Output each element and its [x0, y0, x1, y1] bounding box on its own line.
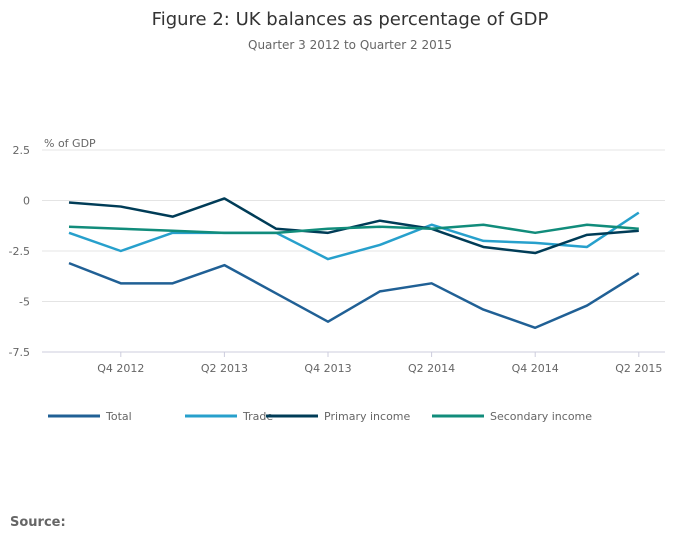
series-line-secondary-income: [68, 223, 639, 235]
y-tick-label: 0: [23, 195, 30, 208]
chart-subtitle: Quarter 3 2012 to Quarter 2 2015: [248, 38, 452, 52]
x-tick-label: Q2 2013: [201, 362, 248, 375]
y-tick-label: 2.5: [13, 144, 31, 157]
y-tick-label: -7.5: [9, 346, 30, 359]
legend-label: Trade: [242, 410, 273, 423]
y-tick-label: -2.5: [9, 245, 30, 258]
series-line-trade: [68, 211, 640, 261]
series-line-total: [68, 261, 640, 330]
legend-item[interactable]: Secondary income: [432, 410, 592, 423]
legend-label: Total: [105, 410, 132, 423]
x-tick-label: Q4 2012: [97, 362, 144, 375]
source-label: Source:: [10, 515, 66, 530]
legend-item[interactable]: Primary income: [266, 410, 411, 423]
x-tick-label: Q2 2014: [408, 362, 455, 375]
y-tick-label: -5: [19, 296, 30, 309]
legend-label: Secondary income: [490, 410, 592, 423]
x-tick-label: Q4 2013: [304, 362, 351, 375]
y-axis-label: % of GDP: [44, 137, 96, 150]
chart-title: Figure 2: UK balances as percentage of G…: [152, 9, 549, 30]
legend-item[interactable]: Trade: [185, 410, 273, 423]
x-tick-label: Q2 2015: [615, 362, 662, 375]
legend-label: Primary income: [324, 410, 411, 423]
legend-item[interactable]: Total: [48, 410, 132, 423]
x-tick-label: Q4 2014: [512, 362, 559, 375]
